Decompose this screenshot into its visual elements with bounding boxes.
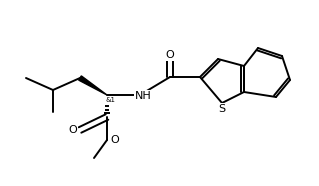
Text: &1: &1 [106, 97, 116, 103]
Text: O: O [166, 50, 174, 60]
Text: NH: NH [135, 91, 152, 101]
Text: S: S [219, 104, 226, 114]
Text: O: O [111, 135, 119, 145]
Text: O: O [69, 125, 78, 135]
Polygon shape [79, 76, 107, 95]
